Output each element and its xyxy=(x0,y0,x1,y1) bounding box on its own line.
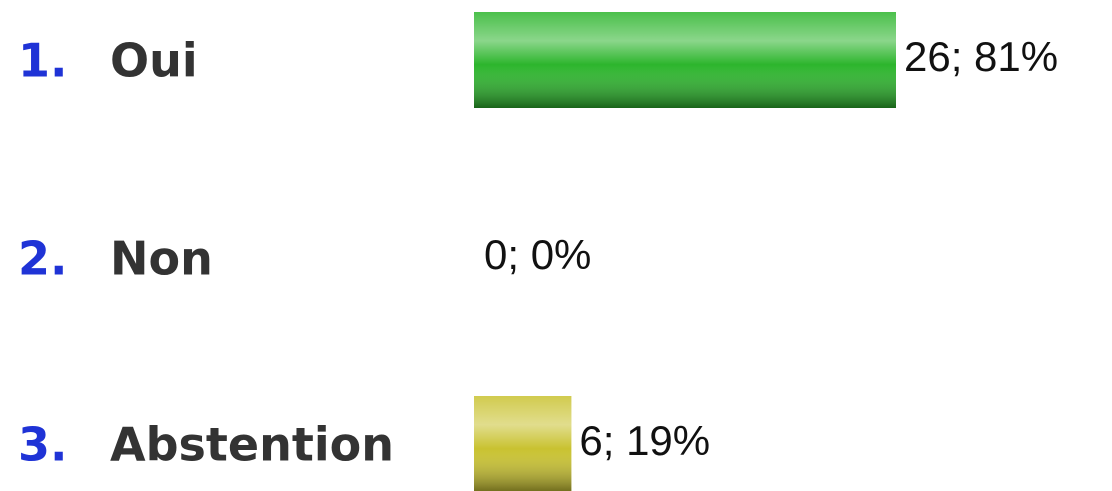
category-label: Non xyxy=(110,232,213,286)
category-label: Oui xyxy=(110,34,198,88)
bar-shade xyxy=(474,12,896,108)
item-number: 1. xyxy=(18,34,67,88)
bar-shade xyxy=(474,396,572,491)
item-number: 3. xyxy=(18,418,67,472)
category-label: Abstention xyxy=(110,418,394,472)
value-label: 26; 81% xyxy=(904,33,1058,80)
item-number: 2. xyxy=(18,232,67,286)
value-label: 6; 19% xyxy=(579,417,710,464)
value-label: 0; 0% xyxy=(484,231,591,278)
